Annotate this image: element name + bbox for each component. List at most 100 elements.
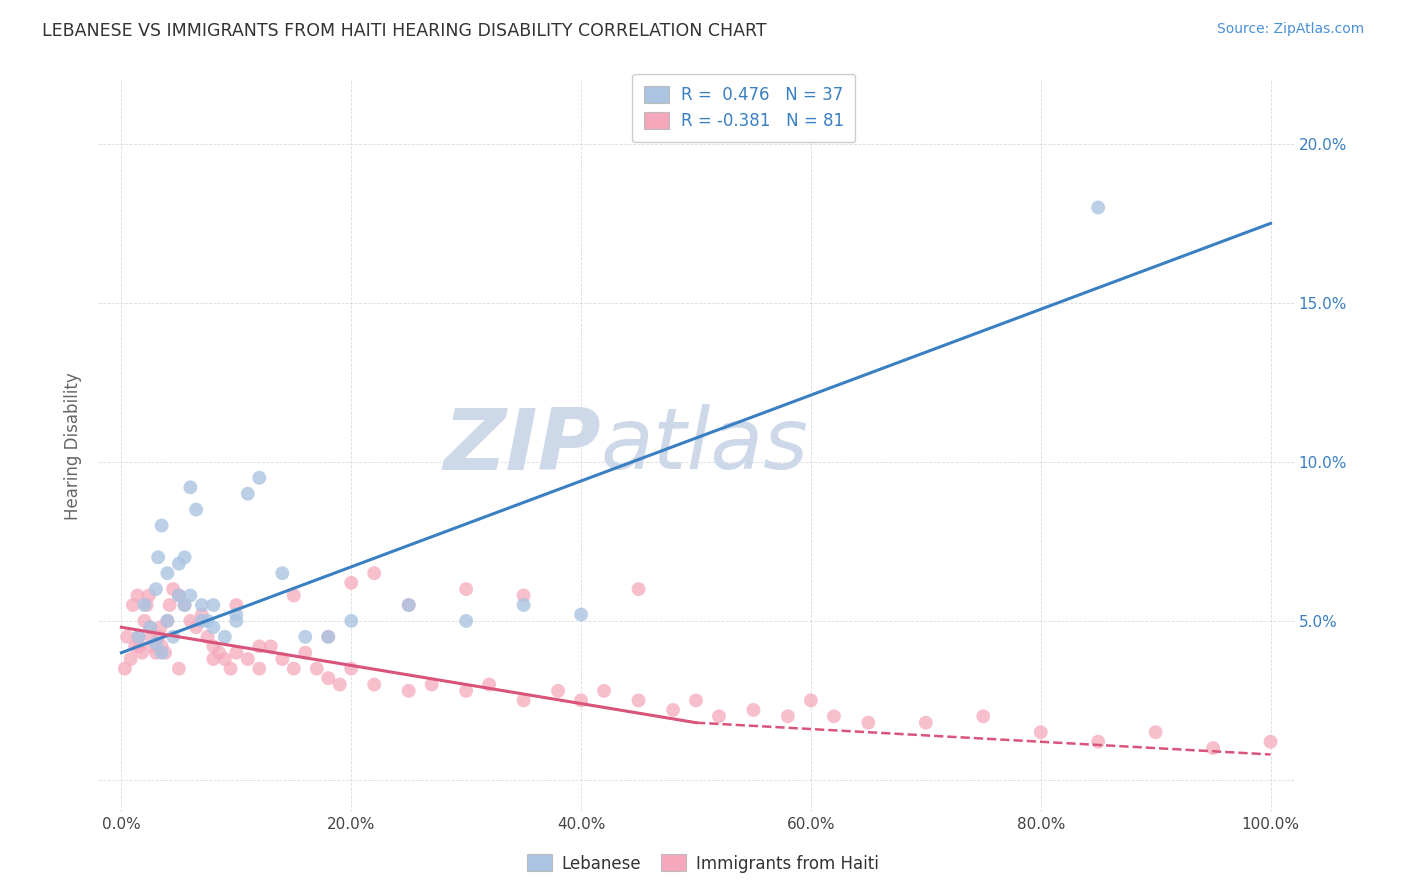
Point xyxy=(456,582,478,596)
Point xyxy=(191,598,214,612)
Point xyxy=(271,652,294,666)
Point xyxy=(149,620,172,634)
Point xyxy=(150,518,173,533)
Point xyxy=(294,646,316,660)
Point xyxy=(478,677,501,691)
Point xyxy=(148,550,170,565)
Point xyxy=(1202,741,1225,756)
Point xyxy=(114,662,136,676)
Point xyxy=(247,471,270,485)
Point xyxy=(593,684,616,698)
Point xyxy=(179,480,201,494)
Text: atlas: atlas xyxy=(600,404,808,488)
Point xyxy=(1087,201,1109,215)
Point xyxy=(191,614,214,628)
Point xyxy=(627,693,650,707)
Point xyxy=(135,598,157,612)
Point xyxy=(202,640,225,654)
Point xyxy=(456,614,478,628)
Point xyxy=(122,598,145,612)
Point xyxy=(225,646,247,660)
Point xyxy=(141,630,163,644)
Point xyxy=(398,684,420,698)
Point xyxy=(329,677,352,691)
Point xyxy=(247,640,270,654)
Point xyxy=(202,598,225,612)
Point xyxy=(145,582,167,596)
Point xyxy=(202,620,225,634)
Point xyxy=(662,703,685,717)
Point xyxy=(456,684,478,698)
Point xyxy=(153,646,176,660)
Point xyxy=(800,693,823,707)
Point xyxy=(124,640,146,654)
Point xyxy=(138,589,160,603)
Text: ZIP: ZIP xyxy=(443,404,600,488)
Point xyxy=(1144,725,1167,739)
Point xyxy=(225,614,247,628)
Point xyxy=(340,662,363,676)
Point xyxy=(145,646,167,660)
Point xyxy=(569,607,592,622)
Point xyxy=(547,684,569,698)
Point xyxy=(214,630,236,644)
Point xyxy=(1260,735,1282,749)
Point xyxy=(159,598,181,612)
Point xyxy=(742,703,765,717)
Point xyxy=(156,614,179,628)
Point xyxy=(167,589,190,603)
Point xyxy=(316,630,339,644)
Point xyxy=(316,630,339,644)
Point xyxy=(139,620,162,634)
Point xyxy=(148,630,170,644)
Point xyxy=(914,715,936,730)
Point xyxy=(225,607,247,622)
Point xyxy=(173,598,195,612)
Point xyxy=(340,614,363,628)
Point xyxy=(139,620,162,634)
Point xyxy=(134,614,156,628)
Point xyxy=(131,646,153,660)
Point xyxy=(167,662,190,676)
Point xyxy=(128,630,150,644)
Text: Source: ZipAtlas.com: Source: ZipAtlas.com xyxy=(1216,22,1364,37)
Point xyxy=(225,598,247,612)
Point xyxy=(127,589,149,603)
Point xyxy=(156,614,179,628)
Point xyxy=(398,598,420,612)
Y-axis label: Hearing Disability: Hearing Disability xyxy=(65,372,83,520)
Point xyxy=(247,662,270,676)
Point xyxy=(173,550,195,565)
Point xyxy=(340,575,363,590)
Point xyxy=(179,614,201,628)
Point xyxy=(512,598,534,612)
Point xyxy=(236,652,259,666)
Point xyxy=(776,709,799,723)
Point xyxy=(294,630,316,644)
Point xyxy=(208,646,231,660)
Point xyxy=(685,693,707,707)
Point xyxy=(1087,735,1109,749)
Point xyxy=(197,614,219,628)
Point xyxy=(134,598,156,612)
Point xyxy=(142,640,165,654)
Point xyxy=(512,589,534,603)
Point xyxy=(150,640,173,654)
Point xyxy=(305,662,328,676)
Point xyxy=(219,662,242,676)
Point xyxy=(191,607,214,622)
Point xyxy=(512,693,534,707)
Point xyxy=(156,566,179,581)
Point xyxy=(128,630,150,644)
Point xyxy=(167,557,190,571)
Point xyxy=(214,652,236,666)
Point xyxy=(184,620,207,634)
Point xyxy=(167,589,190,603)
Point xyxy=(363,566,385,581)
Legend: Lebanese, Immigrants from Haiti: Lebanese, Immigrants from Haiti xyxy=(520,847,886,880)
Point xyxy=(173,598,195,612)
Point xyxy=(1029,725,1052,739)
Point xyxy=(236,486,259,500)
Point xyxy=(197,630,219,644)
Point xyxy=(283,662,305,676)
